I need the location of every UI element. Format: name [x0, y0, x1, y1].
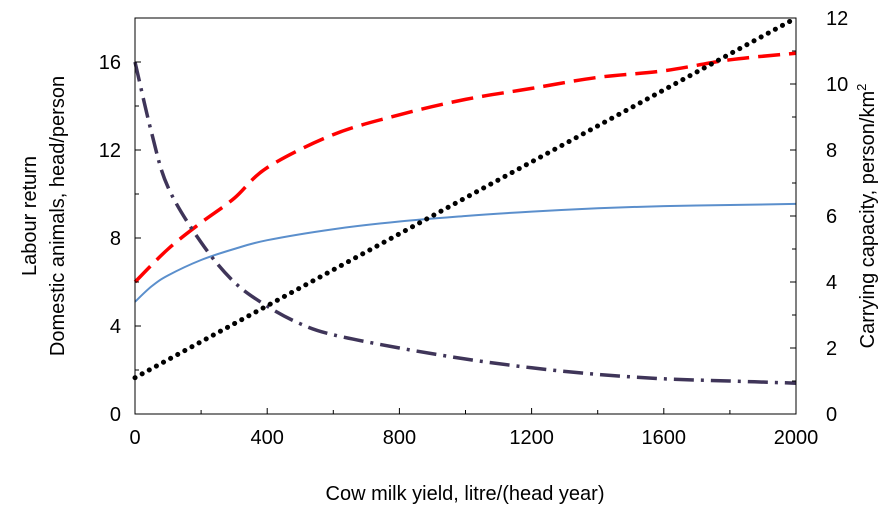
y-right-tick-label: 8 — [826, 140, 837, 162]
y-axis-left-label-line2: Domestic animals, head/person — [47, 76, 69, 356]
x-axis-ticks: 0 400 800 1200 1600 2000 — [129, 408, 818, 449]
y-axis-right-label-text: Carrying capacity, person/km — [857, 91, 879, 349]
y-axis-left-label-line1: Labour return — [19, 156, 41, 276]
y-left-tick-label: 0 — [110, 404, 121, 426]
x-tick-label: 1200 — [509, 427, 554, 449]
y-right-tick-label: 0 — [826, 404, 837, 426]
y-right-tick-label: 4 — [826, 272, 837, 294]
series-line-3 — [133, 61, 797, 385]
y-axis-right-label-superscript: 2 — [854, 84, 869, 91]
y-axis-right-label: Carrying capacity, person/km2 — [854, 84, 879, 349]
y-left-tick-label: 4 — [110, 316, 121, 338]
y-right-tick-label: 6 — [826, 206, 837, 228]
series-line-2 — [134, 202, 797, 303]
y-right-tick-label: 12 — [826, 8, 848, 30]
x-axis-label: Cow milk yield, litre/(head year) — [326, 483, 605, 505]
x-tick-label: 400 — [251, 427, 284, 449]
y-right-tick-label: 10 — [826, 74, 848, 96]
y-right-tick-label: 2 — [826, 338, 837, 360]
series-layer — [132, 15, 799, 385]
x-tick-label: 0 — [129, 427, 140, 449]
series-line-1 — [133, 51, 797, 284]
x-tick-label: 1600 — [642, 427, 687, 449]
y-axis-left-ticks: 0 4 8 12 16 — [99, 52, 141, 426]
y-left-tick-label: 8 — [110, 228, 121, 250]
x-tick-label: 800 — [383, 427, 416, 449]
y-left-tick-label: 16 — [99, 52, 121, 74]
y-axis-right-ticks: 0 2 4 6 8 10 12 — [790, 8, 848, 426]
y-left-tick-label: 12 — [99, 140, 121, 162]
x-tick-label: 2000 — [774, 427, 819, 449]
